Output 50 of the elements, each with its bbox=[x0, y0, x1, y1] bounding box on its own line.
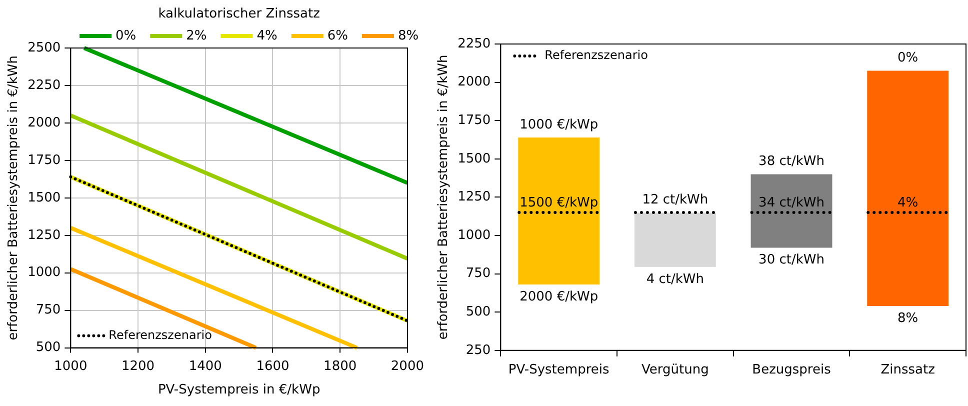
y-axis-title: erforderlicher Batteriesystempreis in €/kWh bbox=[436, 54, 452, 340]
annotation: 38 ct/kWh bbox=[758, 154, 824, 170]
y-tick-label: 250 bbox=[466, 342, 491, 358]
y-tick-label: 1250 bbox=[28, 228, 61, 243]
y-tick-label: 2000 bbox=[28, 115, 61, 130]
x-tick-label: 1800 bbox=[324, 358, 357, 374]
legend-label: 8% bbox=[398, 28, 419, 44]
y-tick-label: 1500 bbox=[458, 151, 491, 166]
annotation: 4 ct/kWh bbox=[646, 272, 704, 287]
x-tick-label: 1600 bbox=[256, 358, 290, 374]
y-tick-label: 2250 bbox=[458, 36, 491, 52]
y-axis-title: erforderlicher Batteriesystempreis in €/kWh bbox=[6, 56, 22, 340]
annotation: 1500 €/kWp bbox=[520, 195, 598, 210]
x-axis-title: PV-Systempreis in €/kWp bbox=[158, 382, 320, 398]
legend-title: kalkulatorischer Zinssatz bbox=[158, 6, 320, 22]
x-tick-label: 1200 bbox=[121, 358, 155, 374]
annotation: 34 ct/kWh bbox=[758, 195, 824, 210]
legend-label: 0% bbox=[116, 28, 136, 44]
y-tick-label: 1000 bbox=[458, 228, 491, 243]
y-tick-label: 2250 bbox=[28, 78, 61, 93]
x-tick-label: Bezugspreis bbox=[752, 362, 832, 378]
y-tick-label: 500 bbox=[36, 340, 61, 356]
legend-label: Referenzszenario bbox=[544, 48, 648, 62]
legend-label: 6% bbox=[327, 28, 348, 44]
y-tick-label: 750 bbox=[466, 266, 491, 282]
x-tick-label: 2000 bbox=[390, 358, 424, 374]
y-tick-label: 750 bbox=[36, 302, 61, 318]
y-tick-label: 1750 bbox=[28, 152, 61, 168]
legend-label: 4% bbox=[256, 28, 278, 44]
x-tick-label: Zinssatz bbox=[880, 362, 936, 378]
y-tick-label: 1750 bbox=[458, 112, 491, 128]
annotation: 1000 €/kWp bbox=[520, 117, 598, 132]
annotation: 12 ct/kWh bbox=[642, 192, 708, 208]
y-tick-label: 1000 bbox=[28, 265, 61, 280]
y-tick-label: 2500 bbox=[28, 40, 61, 56]
y-tick-label: 2000 bbox=[458, 74, 491, 90]
annotation: 4% bbox=[898, 195, 918, 210]
x-tick-label: PV-Systempreis bbox=[508, 362, 610, 378]
legend-label: Referenzszenario bbox=[108, 328, 212, 342]
y-tick-label: 1250 bbox=[458, 190, 491, 205]
y-tick-label: 1500 bbox=[28, 190, 61, 206]
x-tick-label: 1000 bbox=[54, 358, 88, 374]
annotation: 2000 €/kWp bbox=[520, 289, 598, 304]
annotation: 0% bbox=[898, 50, 918, 66]
annotation: 30 ct/kWh bbox=[758, 252, 824, 268]
x-tick-label: Vergütung bbox=[642, 362, 709, 378]
x-tick-label: 1400 bbox=[188, 358, 222, 374]
annotation: 8% bbox=[898, 310, 918, 326]
legend-label: 2% bbox=[186, 28, 207, 44]
y-tick-label: 500 bbox=[466, 304, 491, 320]
